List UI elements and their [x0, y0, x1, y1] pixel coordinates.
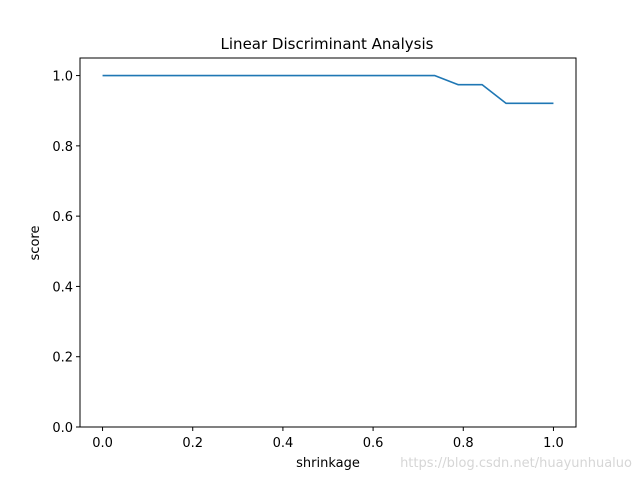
- y-tick-label: 0.0: [52, 421, 73, 436]
- x-tick-label: 0.0: [92, 436, 113, 451]
- x-tick-label: 0.2: [182, 436, 203, 451]
- x-axis-ticks: 0.0 0.2 0.4 0.6 0.8 1.0: [92, 427, 564, 451]
- y-tick-label: 1.0: [52, 70, 73, 85]
- watermark-text: https://blog.csdn.net/huayunhualuo: [400, 456, 632, 471]
- y-tick-label: 0.2: [52, 351, 73, 366]
- y-tick-label: 0.8: [52, 140, 73, 155]
- x-tick-label: 0.6: [363, 436, 384, 451]
- series-line-0: [102, 74, 554, 105]
- chart-title: Linear Discriminant Analysis: [221, 35, 434, 53]
- x-tick-label: 1.0: [543, 436, 564, 451]
- y-tick-label: 0.6: [52, 210, 73, 225]
- series-layer: [102, 74, 554, 105]
- x-tick-label: 0.4: [273, 436, 294, 451]
- y-axis-label: score: [28, 226, 43, 261]
- y-axis-ticks: 0.0 0.2 0.4 0.6 0.8 1.0: [52, 70, 80, 436]
- x-axis-label: shrinkage: [296, 456, 360, 471]
- plot-area-frame: [79, 57, 577, 428]
- x-tick-label: 0.8: [453, 436, 474, 451]
- y-tick-label: 0.4: [52, 280, 73, 295]
